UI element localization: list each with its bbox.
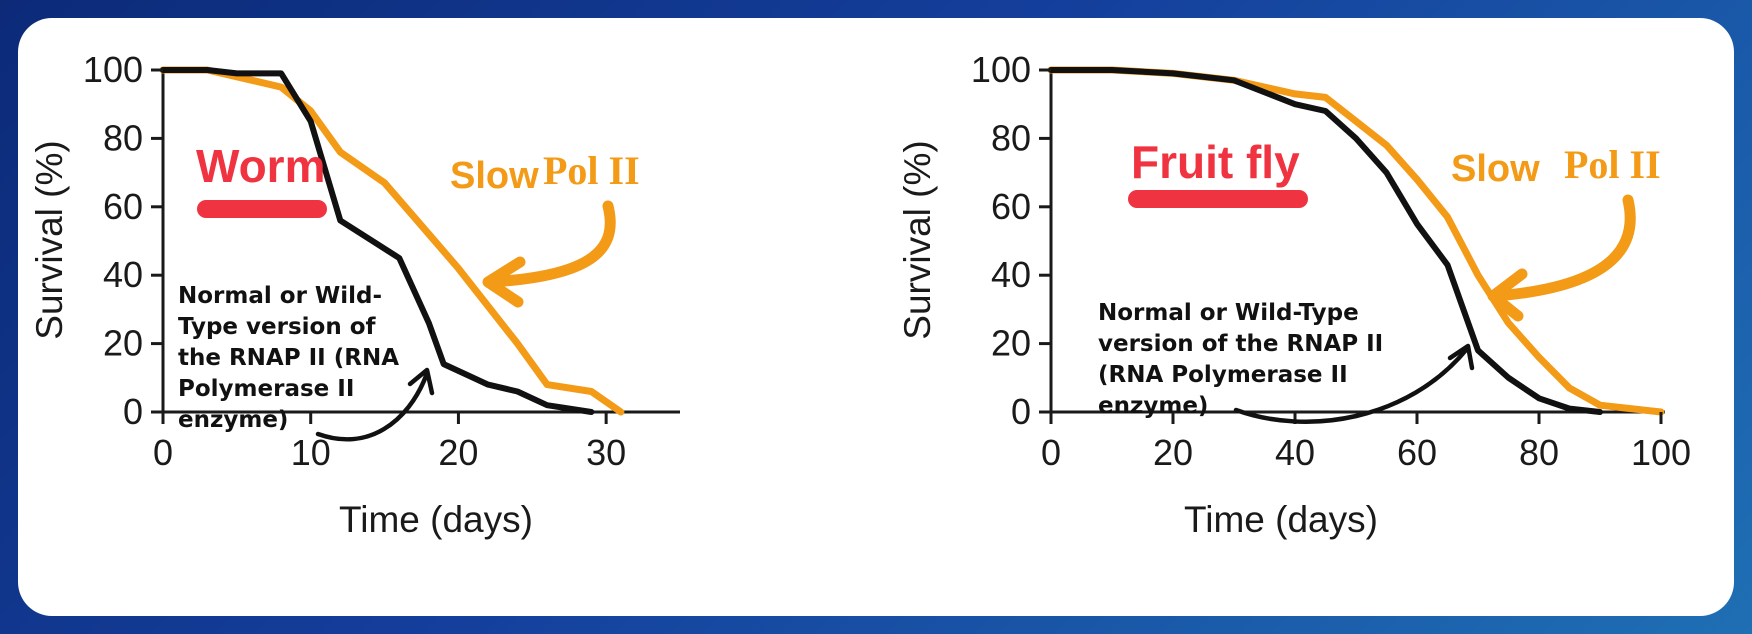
worm-note-line: Type version of (178, 314, 377, 340)
fruit-fly-y-tick-label: 20 (991, 323, 1031, 364)
worm-note-line: Normal or Wild- (178, 283, 382, 309)
fruit-fly-slow-arrow-shaft (1490, 194, 1636, 302)
fruit-fly-x-axis-title: Time (days) (1184, 499, 1378, 540)
worm-plot-area (159, 66, 680, 416)
worm-note-line: Polymerase II (178, 376, 354, 402)
worm-x-tick-label: 30 (586, 432, 626, 473)
fruit-fly-y-tick-label: 80 (991, 117, 1031, 158)
worm-y-tick-label: 0 (123, 391, 143, 432)
fruit-fly-wildtype-arrowhead (1447, 343, 1475, 371)
worm-y-tick-label: 100 (83, 49, 143, 90)
worm-y-axis-title: Survival (%) (29, 140, 70, 339)
fruit-fly-y-ticks: 0 20 40 60 80 100 (971, 49, 1051, 432)
worm-slow-arrow-shaft (484, 200, 616, 288)
worm-wildtype-arrowhead (407, 367, 435, 396)
fruit-fly-chart-panel: 0 20 40 60 80 100 0 20 40 60 80 100 Time (days) Su… (897, 49, 1691, 540)
worm-x-tick-label: 10 (291, 432, 331, 473)
fruit-fly-note-line: Normal or Wild-Type (1098, 300, 1359, 326)
fruit-fly-x-tick-label: 0 (1041, 432, 1061, 473)
fruit-fly-wildtype-note: Normal or Wild-Type version of the RNAP … (1098, 300, 1383, 419)
fruit-fly-wildtype-arrow-shaft (1233, 347, 1469, 424)
fruit-fly-y-tick-label: 40 (991, 254, 1031, 295)
fruit-fly-x-tick-label: 60 (1397, 432, 1437, 473)
fruit-fly-y-axis-title: Survival (%) (897, 140, 938, 339)
fruit-fly-note-line: (RNA Polymerase II (1098, 362, 1348, 388)
worm-y-tick-label: 40 (103, 254, 143, 295)
worm-wildtype-note: Normal or Wild- Type version of the RNAP… (178, 283, 399, 433)
worm-wildtype-survival-line (160, 67, 595, 415)
worm-note-line: enzyme) (178, 407, 288, 433)
fruit-fly-y-tick-label: 100 (971, 49, 1031, 90)
fruit-fly-y-tick-label: 60 (991, 186, 1031, 227)
fruit-fly-note-line: version of the RNAP II (1098, 331, 1383, 357)
fruit-fly-pol-ii-label: Pol II (1564, 142, 1661, 187)
figure-card: 0 10 20 30 0 20 40 60 80 100 Time (days) Surviva… (18, 18, 1734, 616)
worm-y-tick-label: 80 (103, 117, 143, 158)
worm-slow-label: Slow (450, 155, 539, 197)
worm-chart-panel: 0 10 20 30 0 20 40 60 80 100 Time (days) Surviva… (29, 49, 680, 540)
fruit-fly-slow-pol-ii-survival-line (1047, 66, 1665, 416)
worm-slow-pol-ii-survival-line (159, 66, 625, 416)
fruit-fly-x-tick-label: 20 (1153, 432, 1193, 473)
fruit-fly-organism-label: Fruit fly (1131, 136, 1300, 188)
worm-note-line: the RNAP II (RNA (178, 345, 399, 371)
worm-y-tick-label: 20 (103, 323, 143, 364)
worm-x-axis-title: Time (days) (339, 499, 533, 540)
fruit-fly-label-underline (1128, 190, 1308, 208)
fruit-fly-x-tick-label: 80 (1519, 432, 1559, 473)
fruit-fly-x-tick-label: 40 (1275, 432, 1315, 473)
worm-organism-label: Worm (196, 140, 326, 192)
worm-x-ticks: 0 10 20 30 (153, 412, 626, 473)
worm-pol-ii-label: Pol II (543, 148, 640, 193)
fruit-fly-plot-area (1047, 66, 1665, 416)
fruit-fly-slow-arrowhead (1487, 268, 1528, 322)
worm-wildtype-arrow-shaft (315, 373, 429, 442)
fruit-fly-slow-label: Slow (1451, 148, 1540, 190)
worm-x-tick-label: 0 (153, 432, 173, 473)
fruit-fly-y-tick-label: 0 (1011, 391, 1031, 432)
survival-charts: 0 10 20 30 0 20 40 60 80 100 Time (days) Surviva… (29, 49, 1691, 540)
worm-label-underline (197, 200, 327, 218)
worm-x-tick-label: 20 (438, 432, 478, 473)
fruit-fly-wildtype-survival-line (1048, 67, 1603, 415)
fruit-fly-note-line: enzyme) (1098, 393, 1208, 419)
fruit-fly-x-tick-label: 100 (1631, 432, 1691, 473)
fruit-fly-x-ticks: 0 20 40 60 80 100 (1041, 412, 1691, 473)
worm-slow-arrowhead (482, 256, 526, 308)
worm-y-ticks: 0 20 40 60 80 100 (83, 49, 163, 432)
worm-y-tick-label: 60 (103, 186, 143, 227)
